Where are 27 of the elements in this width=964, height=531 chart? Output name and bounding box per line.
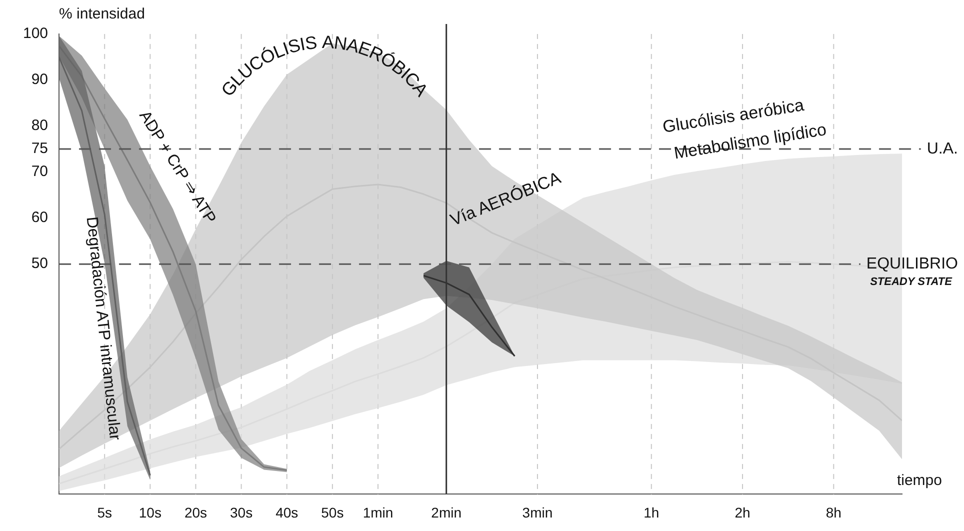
- x-tick-label: 1min: [362, 504, 394, 520]
- x-tick-label: 1h: [644, 504, 660, 520]
- x-tick-label: 5s: [97, 504, 112, 520]
- y-tick-label: 60: [31, 209, 48, 226]
- x-tick-label: 20s: [184, 504, 208, 520]
- x-tick-label: 40s: [276, 504, 298, 520]
- x-tick-label: 50s: [321, 504, 344, 520]
- y-tick-label: 100: [22, 25, 48, 42]
- y-tick-label: 70: [31, 163, 48, 180]
- y-axis-title: % intensidad: [59, 6, 145, 23]
- annotation: Degradación ATP intramuscular: [82, 216, 124, 442]
- ref-line-label: U.A.: [926, 140, 958, 158]
- y-tick-label: 50: [31, 255, 48, 272]
- ref-line-label: EQUILIBRIO: [866, 256, 958, 273]
- annotation: ADP + CrP ⇒ ATP: [136, 108, 219, 227]
- annotation: STEADY STATE: [870, 276, 953, 288]
- x-tick-label: 3min: [522, 504, 553, 520]
- x-tick-label: 30s: [230, 504, 253, 520]
- text: GLUCÓLISIS ANAERÓBICA: [217, 32, 432, 100]
- y-tick-label: 80: [31, 117, 48, 134]
- x-tick-label: 10s: [138, 504, 162, 520]
- x-tick-label: 2h: [734, 504, 750, 520]
- x-tick-label: 2min: [431, 504, 462, 520]
- x-axis-title: tiempo: [896, 472, 942, 489]
- y-tick-label: 90: [31, 71, 48, 88]
- y-tick-label: 75: [31, 140, 48, 158]
- x-tick-label: 8h: [826, 504, 842, 520]
